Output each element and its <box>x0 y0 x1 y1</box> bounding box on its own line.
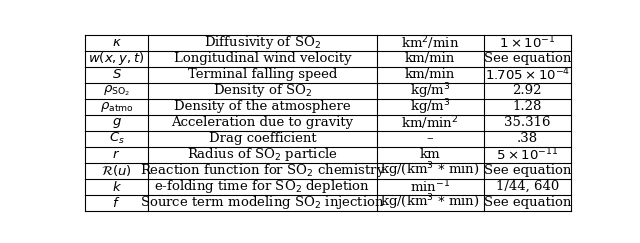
Text: $S$: $S$ <box>111 68 122 81</box>
Text: Diffusivity of SO$_2$: Diffusivity of SO$_2$ <box>204 34 321 51</box>
Text: kg/(km$^3$ $*$ min): kg/(km$^3$ $*$ min) <box>380 193 480 212</box>
Text: Density of the atmosphere: Density of the atmosphere <box>174 100 351 113</box>
Text: 35.316: 35.316 <box>504 116 550 129</box>
Text: Source term modeling SO$_2$ injection: Source term modeling SO$_2$ injection <box>140 194 385 211</box>
Text: 1.28: 1.28 <box>513 100 542 113</box>
Text: km/min$^2$: km/min$^2$ <box>401 114 459 131</box>
Text: $1.705 \times 10^{-4}$: $1.705 \times 10^{-4}$ <box>484 66 570 83</box>
Text: .38: .38 <box>516 132 538 145</box>
Text: min$^{-1}$: min$^{-1}$ <box>410 178 450 195</box>
Text: 1/44, 640: 1/44, 640 <box>495 180 559 193</box>
Text: $k$: $k$ <box>111 180 122 194</box>
Text: km/min: km/min <box>405 52 455 65</box>
Text: See equation: See equation <box>484 196 571 209</box>
Text: km: km <box>420 148 440 161</box>
Text: km$^2$/min: km$^2$/min <box>401 34 460 52</box>
Text: –: – <box>427 132 433 145</box>
Text: $\kappa$: $\kappa$ <box>112 36 122 49</box>
Text: $1 \times 10^{-1}$: $1 \times 10^{-1}$ <box>499 35 556 51</box>
Text: $w(x,y,t)$: $w(x,y,t)$ <box>88 50 145 67</box>
Text: $g$: $g$ <box>111 116 122 130</box>
Text: kg/m$^3$: kg/m$^3$ <box>410 81 451 101</box>
Text: Reaction function for SO$_2$ chemistry: Reaction function for SO$_2$ chemistry <box>140 162 385 179</box>
Text: Drag coefficient: Drag coefficient <box>209 132 316 145</box>
Text: Density of SO$_2$: Density of SO$_2$ <box>213 82 312 99</box>
Text: Radius of SO$_2$ particle: Radius of SO$_2$ particle <box>187 146 338 163</box>
Text: e-folding time for SO$_2$ depletion: e-folding time for SO$_2$ depletion <box>154 178 371 195</box>
Text: km/min: km/min <box>405 68 455 81</box>
Text: kg/(km$^3$ $*$ min): kg/(km$^3$ $*$ min) <box>380 161 480 181</box>
Text: Acceleration due to gravity: Acceleration due to gravity <box>172 116 353 129</box>
Text: $C_s$: $C_s$ <box>109 131 125 146</box>
Text: See equation: See equation <box>484 164 571 177</box>
Text: $f$: $f$ <box>113 196 121 210</box>
Text: kg/m$^3$: kg/m$^3$ <box>410 97 451 117</box>
Text: $5 \times 10^{-11}$: $5 \times 10^{-11}$ <box>496 146 559 163</box>
Text: $\mathcal{R}(u)$: $\mathcal{R}(u)$ <box>101 163 132 178</box>
Text: Terminal falling speed: Terminal falling speed <box>188 68 337 81</box>
Text: $\rho_{\mathrm{atmo}}$: $\rho_{\mathrm{atmo}}$ <box>100 100 134 114</box>
Text: $\rho_{\mathrm{SO}_2}$: $\rho_{\mathrm{SO}_2}$ <box>103 83 130 98</box>
Text: See equation: See equation <box>484 52 571 65</box>
Text: Longitudinal wind velocity: Longitudinal wind velocity <box>173 52 351 65</box>
Text: 2.92: 2.92 <box>513 84 542 97</box>
Text: $r$: $r$ <box>113 148 120 161</box>
